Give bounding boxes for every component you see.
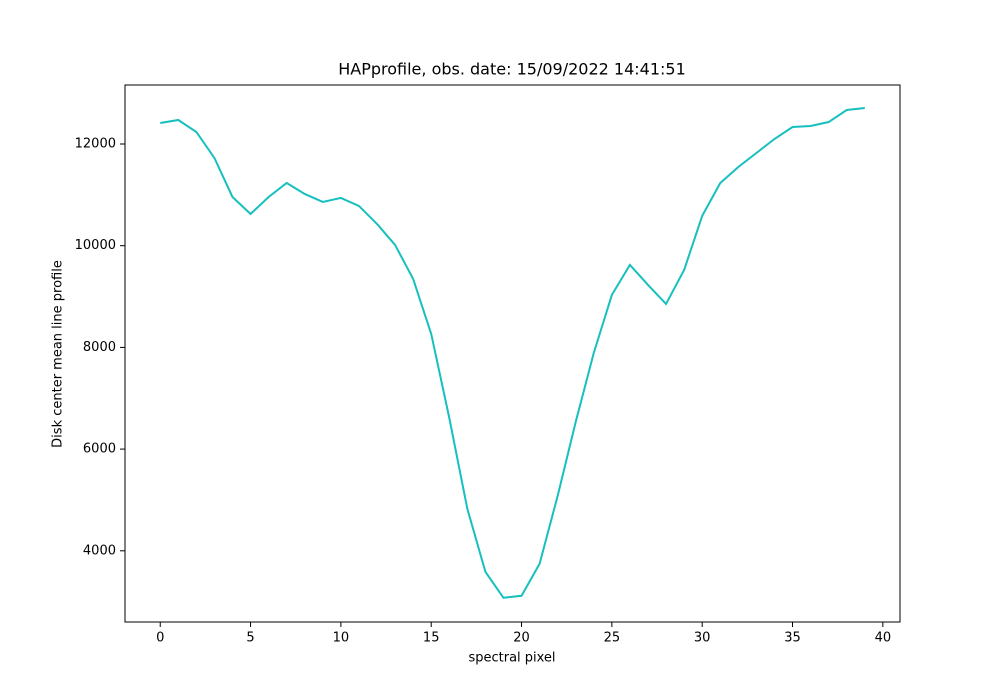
x-axis-label: spectral pixel: [468, 651, 555, 666]
x-tick-label: 35: [784, 631, 801, 646]
chart-title: HAPprofile, obs. date: 15/09/2022 14:41:…: [338, 60, 686, 79]
x-tick-label: 10: [333, 631, 350, 646]
y-tick-label: 10000: [75, 238, 116, 253]
x-tick-label: 0: [156, 631, 164, 646]
y-tick-label: 8000: [83, 340, 116, 355]
x-tick-label: 5: [246, 631, 254, 646]
y-tick-label: 12000: [75, 136, 116, 151]
y-axis-label: Disk center mean line profile: [51, 260, 66, 448]
x-tick-label: 30: [694, 631, 711, 646]
y-tick-label: 6000: [83, 442, 116, 457]
data-line: [160, 106, 865, 599]
x-tick-label: 20: [513, 631, 530, 646]
plot-frame: [124, 84, 901, 623]
x-tick-label: 25: [604, 631, 621, 646]
x-tick-label: 15: [423, 631, 440, 646]
y-tick-label: 4000: [83, 543, 116, 558]
x-tick-label: 40: [875, 631, 892, 646]
